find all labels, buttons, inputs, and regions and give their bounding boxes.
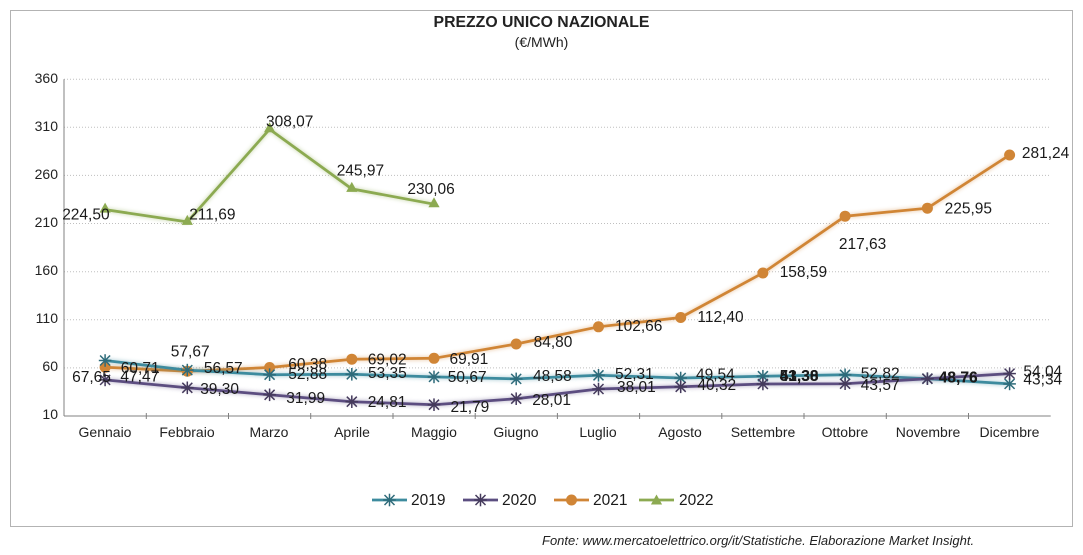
- svg-text:2019: 2019: [411, 492, 445, 509]
- svg-text:57,67: 57,67: [171, 343, 210, 360]
- svg-text:230,06: 230,06: [407, 181, 454, 198]
- svg-text:43,30: 43,30: [780, 368, 819, 385]
- svg-text:217,63: 217,63: [839, 236, 886, 253]
- svg-text:24,81: 24,81: [368, 394, 407, 411]
- svg-text:31,99: 31,99: [286, 390, 325, 407]
- svg-text:53,35: 53,35: [368, 365, 407, 382]
- svg-text:224,50: 224,50: [62, 206, 110, 223]
- svg-text:56,57: 56,57: [204, 360, 243, 377]
- svg-text:48,58: 48,58: [533, 368, 572, 385]
- svg-text:54,04: 54,04: [1023, 363, 1062, 380]
- svg-text:211,69: 211,69: [189, 206, 235, 223]
- svg-text:281,24: 281,24: [1022, 145, 1070, 162]
- svg-text:67,65: 67,65: [72, 369, 111, 386]
- svg-text:52,88: 52,88: [288, 366, 327, 383]
- svg-text:102,66: 102,66: [615, 318, 662, 335]
- svg-text:43,57: 43,57: [861, 377, 900, 394]
- svg-text:28,01: 28,01: [532, 392, 571, 409]
- svg-text:2022: 2022: [679, 492, 713, 509]
- svg-text:21,79: 21,79: [451, 399, 490, 416]
- svg-text:158,59: 158,59: [780, 264, 827, 281]
- svg-text:39,30: 39,30: [200, 381, 239, 398]
- svg-text:84,80: 84,80: [534, 334, 573, 351]
- svg-text:2021: 2021: [593, 492, 627, 509]
- svg-text:225,95: 225,95: [945, 200, 992, 217]
- svg-text:308,07: 308,07: [266, 114, 313, 131]
- svg-text:245,97: 245,97: [337, 162, 384, 179]
- svg-text:38,01: 38,01: [617, 379, 656, 396]
- svg-text:69,91: 69,91: [450, 351, 489, 368]
- svg-text:40,32: 40,32: [697, 377, 736, 394]
- svg-text:48,76: 48,76: [939, 369, 978, 386]
- svg-text:47,47: 47,47: [120, 369, 159, 386]
- svg-text:2020: 2020: [502, 492, 537, 509]
- svg-text:50,67: 50,67: [448, 369, 487, 386]
- svg-text:112,40: 112,40: [697, 309, 744, 326]
